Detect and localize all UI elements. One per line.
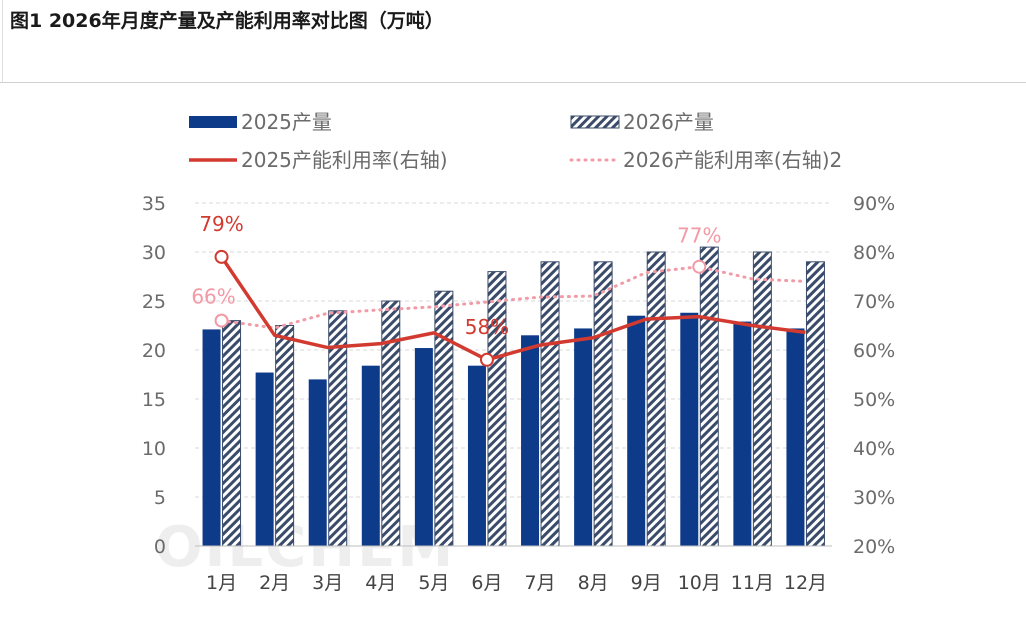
y-right-tick-label: 40% [853,438,895,460]
x-tick-label: 2月 [259,572,290,594]
data-label: 77% [677,224,721,248]
legend-label: 2025产量 [241,110,332,134]
bar-2026 [699,246,719,547]
line-2025-utilization [220,255,806,362]
data-label: 79% [199,212,243,236]
watermark-layer: OILCHEM [155,515,455,580]
x-tick-label: 10月 [678,572,721,594]
title-divider [0,82,1026,83]
x-tick-label: 11月 [731,572,774,594]
data-label: 58% [465,315,509,339]
y-left-tick-label: 5 [154,487,166,509]
bar-2025 [202,329,221,546]
y-right-tick-label: 50% [853,389,895,411]
bar-2026 [381,300,401,547]
bar-2026 [646,251,666,547]
chart-title: 图1 2026年月度产量及产能利用率对比图（万吨） [10,10,444,32]
bar-2025 [414,348,433,546]
y-left-tick-label: 15 [142,389,166,411]
watermark-text: OILCHEM [155,515,455,580]
y-right-tick-label: 70% [853,291,895,313]
data-label: 66% [191,285,235,309]
x-tick-label: 6月 [471,572,502,594]
x-tick-label: 4月 [365,572,396,594]
y-left-tick-label: 30 [142,242,166,264]
frame-left-rule [2,0,3,82]
bar-2025 [361,365,380,546]
bar-2026 [540,261,560,547]
bars [202,246,825,547]
bar-2026 [805,261,825,547]
bar-2026 [752,251,772,547]
bar-2026 [593,261,613,547]
point-marker [479,352,494,367]
bar-2025 [255,372,274,546]
y-right-tick-label: 80% [853,242,895,264]
legend-swatch-2025-bars [189,116,237,128]
y-right-tick-label: 90% [853,193,895,215]
bar-2026 [487,271,507,547]
legend-label: 2026产量 [623,110,714,134]
x-tick-label: 1月 [206,572,237,594]
legend-label: 2026产能利用率(右轴)2 [623,148,842,172]
legend-label: 2025产能利用率(右轴) [241,148,448,172]
data-labels: 79% 58% 66% 77% [191,212,722,367]
bar-2025 [574,328,593,546]
bar-2025 [680,312,699,546]
x-tick-label: 3月 [312,572,343,594]
bar-2025 [786,328,805,546]
x-tick-label: 7月 [524,572,555,594]
bar-2025 [467,365,486,546]
line-2026-utilization [220,265,807,330]
point-marker [214,249,229,264]
y-left-tick-label: 0 [154,536,166,558]
bar-2025 [627,315,646,546]
x-tick-label: 5月 [418,572,449,594]
legend-swatch-2026-bars [570,115,620,129]
y-left-tick-label: 10 [142,438,166,460]
y-right-tick-label: 20% [853,536,895,558]
point-marker [692,259,707,274]
lines [220,255,807,362]
bar-2026 [434,290,454,547]
y-left-tick-label: 25 [142,291,166,313]
bar-2025 [308,379,327,546]
bar-2025 [521,335,540,546]
x-tick-label: 9月 [631,572,662,594]
legend: 2025产量 2026产量 2025产能利用率(右轴) 2026产能利用率(右轴)2 [189,110,842,172]
point-marker [214,313,229,328]
axes: 0 5 10 15 20 25 30 35 20% 30% 40% 50% 60% 70% 80% 90% 1月… [142,193,895,594]
bar-2025 [733,321,752,546]
bar-2026 [275,325,295,547]
y-left-tick-label: 20 [142,340,166,362]
y-right-tick-label: 60% [853,340,895,362]
x-tick-label: 12月 [784,572,827,594]
y-left-tick-label: 35 [142,193,166,215]
bar-2026 [222,320,242,547]
y-right-tick-label: 30% [853,487,895,509]
x-tick-label: 8月 [578,572,609,594]
